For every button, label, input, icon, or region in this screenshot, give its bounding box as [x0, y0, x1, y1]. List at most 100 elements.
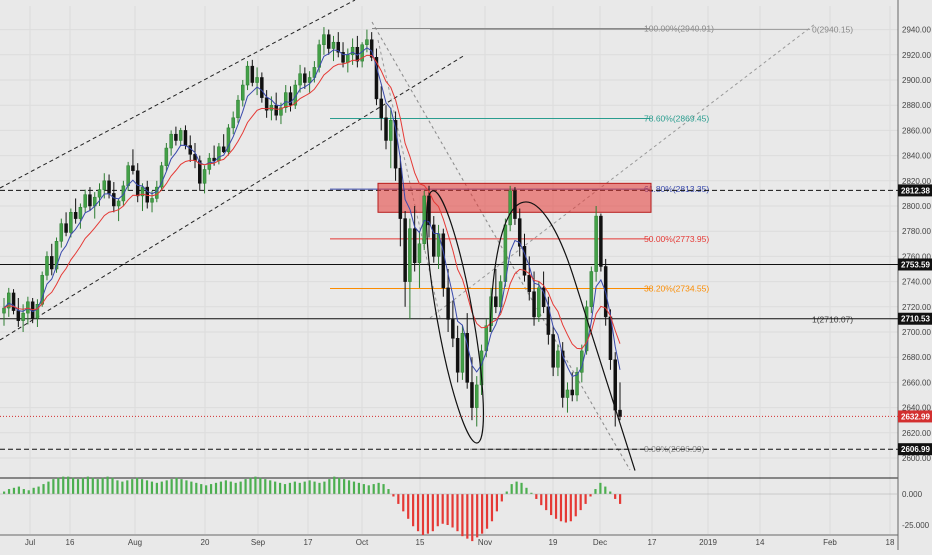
candle-body [2, 307, 6, 314]
candle-body [599, 215, 603, 267]
oscillator-bar [160, 481, 163, 494]
oscillator-bar [32, 487, 35, 494]
oscillator-bar [81, 477, 85, 494]
oscillator-bar [589, 494, 592, 497]
oscillator-bar [278, 482, 282, 494]
oscillator-bar [234, 482, 237, 494]
candle-body [69, 212, 73, 233]
channel-upper-line [0, 0, 356, 189]
candle-body [178, 130, 183, 141]
y-tick-label: 2840.00 [902, 152, 931, 161]
oscillator-bar [357, 482, 361, 494]
candle-body [274, 104, 278, 116]
oscillator-bar [313, 481, 316, 494]
candle-body [303, 73, 307, 83]
candle-body [446, 287, 450, 320]
oscillator-bar [352, 481, 356, 494]
candle-body [260, 77, 264, 98]
oscillator-bar [303, 481, 306, 494]
oscillator-bar [42, 484, 45, 494]
candle-body [322, 34, 326, 45]
oscillator-bar [47, 481, 50, 494]
candle-body [532, 291, 536, 318]
pattern-arc [489, 201, 636, 471]
oscillator-bar [431, 494, 434, 532]
oscillator-bar [343, 479, 346, 494]
oscillator-bar [515, 481, 518, 494]
candle-body [135, 170, 140, 197]
x-tick-label: 17 [648, 538, 657, 547]
extension-label: 1(2710.07) [812, 314, 853, 324]
fib-level-label: 50.00%(2773.95) [644, 234, 709, 244]
fib-trend-line [371, 21, 631, 471]
oscillator-bar [402, 494, 405, 512]
candle-body [432, 224, 436, 257]
oscillator-bar [185, 480, 188, 494]
candle-body [589, 271, 594, 308]
candle-body [73, 212, 78, 219]
candle-body [350, 46, 355, 56]
candle-body [212, 157, 216, 161]
candle-body [279, 107, 283, 116]
ema-slow-line [3, 54, 621, 350]
oscillator-bar [466, 494, 469, 539]
pattern-ellipse [425, 190, 485, 444]
candle-body [451, 319, 455, 339]
oscillator-bar [446, 494, 449, 525]
candle-body [236, 99, 240, 119]
candle-body [83, 194, 87, 208]
oscillator-bar [229, 481, 232, 494]
candle-body [346, 54, 350, 63]
oscillator-bar [367, 485, 370, 494]
oscillator-bar [71, 477, 75, 494]
oscillator-bar [382, 484, 385, 494]
candle-body [245, 65, 250, 86]
candle-body [584, 306, 589, 352]
oscillator-bar [421, 494, 425, 535]
oscillator-bar [259, 477, 262, 494]
oscillator-bar [244, 479, 247, 494]
y-tick-label: 2880.00 [902, 101, 931, 110]
price-tag-label: 2606.99 [901, 445, 930, 454]
oscillator-bar [323, 481, 326, 494]
x-tick-label: 16 [66, 538, 75, 547]
oscillator-bar [451, 494, 454, 528]
candle-body [283, 92, 288, 108]
oscillator-bar [559, 494, 563, 522]
oscillator-bar [574, 494, 577, 517]
oscillator-bar [3, 491, 6, 494]
y-tick-label: 2900.00 [902, 76, 931, 85]
oscillator-bar [224, 480, 227, 494]
candle-body [494, 296, 498, 308]
y-tick-label: 2600.00 [902, 454, 931, 463]
x-tick-label: 18 [886, 538, 895, 547]
oscillator-bar [298, 482, 301, 494]
y-tick-label: 2660.00 [902, 378, 931, 387]
fib-level-label: 61.80%(2813.35) [644, 184, 709, 194]
candle-body [288, 92, 293, 106]
candle-body [470, 382, 474, 408]
candle-body [560, 350, 565, 398]
oscillator-bar [12, 487, 16, 494]
candle-body [78, 207, 83, 219]
oscillator-bar [471, 494, 474, 542]
candle-body [97, 189, 102, 198]
oscillator-bar [485, 494, 489, 529]
oscillator-bar [347, 480, 351, 494]
price-tag-label: 2710.53 [901, 315, 930, 324]
candle-body [570, 389, 574, 396]
oscillator-bar [520, 482, 523, 494]
candle-body [527, 275, 532, 292]
candle-body [88, 194, 92, 207]
oscillator-bar [101, 477, 104, 494]
oscillator-bar [609, 491, 612, 494]
price-tag [898, 312, 932, 325]
fib-level-label: 100.00%(2940.91) [644, 23, 714, 33]
oscillator-bar [594, 489, 597, 494]
candle-body [369, 39, 374, 58]
x-tick-label: 20 [201, 538, 210, 547]
y-tick-label: 2640.00 [902, 404, 931, 413]
oscillator-bar [165, 480, 168, 494]
oscillator-bar [190, 481, 193, 494]
